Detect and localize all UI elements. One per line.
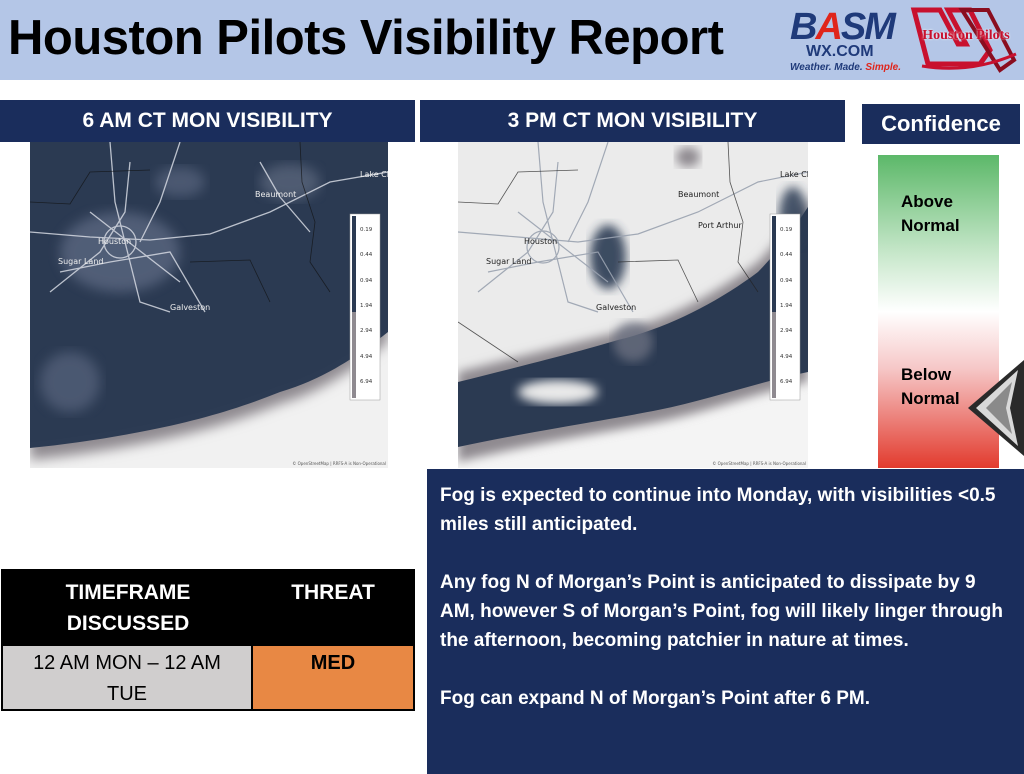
map-label-sugar-land: Sugar Land bbox=[58, 257, 103, 266]
confidence-title: Confidence bbox=[862, 104, 1020, 144]
visibility-map-6am: Lake Ch Beaumont Houston Sugar Land Galv… bbox=[30, 142, 388, 468]
header-banner: Houston Pilots Visibility Report BASM WX… bbox=[0, 0, 1024, 80]
map-label-houston: Houston bbox=[524, 237, 557, 246]
map-label-galveston: Galveston bbox=[596, 303, 636, 312]
basm-logo-domain: WX.COM bbox=[806, 43, 874, 60]
svg-text:0.94: 0.94 bbox=[780, 278, 793, 284]
visibility-legend: 0.19 0.44 0.94 1.94 2.94 4.94 6.94 bbox=[349, 213, 381, 401]
map-credit: © OpenStreetMap | RRFS-A is Non-Operatio… bbox=[292, 461, 386, 466]
threat-header: THREAT bbox=[291, 581, 375, 604]
visibility-map-6am-graphic: Lake Ch Beaumont Houston Sugar Land Galv… bbox=[30, 142, 388, 468]
basm-logo-tagline: Weather. Made. Simple. bbox=[790, 62, 901, 73]
svg-text:1.94: 1.94 bbox=[360, 303, 373, 309]
discussion-paragraph: Fog can expand N of Morgan’s Point after… bbox=[440, 688, 871, 709]
threat-level-cell: MED bbox=[253, 646, 413, 709]
svg-text:0.19: 0.19 bbox=[360, 227, 373, 233]
map-label-beaumont: Beaumont bbox=[678, 190, 719, 199]
svg-text:6.94: 6.94 bbox=[360, 379, 373, 385]
svg-text:4.94: 4.94 bbox=[360, 354, 373, 360]
visibility-map-3pm: Lake Ch Beaumont Port Arthur Houston Sug… bbox=[458, 142, 808, 468]
threat-table-header: TIMEFRAME DISCUSSED THREAT bbox=[3, 571, 413, 646]
timeframe-header: TIMEFRAME DISCUSSED bbox=[65, 581, 191, 635]
svg-text:0.44: 0.44 bbox=[780, 252, 793, 258]
svg-text:4.94: 4.94 bbox=[780, 354, 793, 360]
map-credit: © OpenStreetMap | RRFS-A is Non-Operatio… bbox=[712, 461, 806, 466]
visibility-map-3pm-graphic: Lake Ch Beaumont Port Arthur Houston Sug… bbox=[458, 142, 808, 468]
svg-text:6.94: 6.94 bbox=[780, 379, 793, 385]
threat-table: TIMEFRAME DISCUSSED THREAT 12 AM MON – 1… bbox=[1, 569, 415, 711]
discussion-box: Fog is expected to continue into Monday,… bbox=[427, 469, 1024, 774]
basm-logo-wordmark: BASM bbox=[790, 6, 896, 48]
map-label-beaumont: Beaumont bbox=[255, 190, 296, 199]
timeframe-cell: 12 AM MON – 12 AM TUE bbox=[3, 646, 253, 709]
map-label-lake-charles: Lake Ch bbox=[780, 170, 808, 179]
svg-text:2.94: 2.94 bbox=[780, 328, 793, 334]
discussion-paragraph: Fog is expected to continue into Monday,… bbox=[440, 485, 996, 535]
houston-pilots-logo: Houston Pilots bbox=[910, 4, 1022, 74]
map-label-galveston: Galveston bbox=[170, 303, 210, 312]
map-label-lake-charles: Lake Ch bbox=[360, 170, 388, 179]
svg-text:2.94: 2.94 bbox=[360, 328, 373, 334]
confidence-pointer-icon bbox=[962, 360, 1024, 456]
houston-pilots-emblem-icon bbox=[910, 7, 1017, 73]
svg-text:0.94: 0.94 bbox=[360, 278, 373, 284]
visibility-legend: 0.19 0.44 0.94 1.94 2.94 4.94 6.94 bbox=[769, 213, 801, 401]
map-label-port-arthur: Port Arthur bbox=[698, 221, 742, 230]
svg-text:1.94: 1.94 bbox=[780, 303, 793, 309]
discussion-paragraph: Any fog N of Morgan’s Point is anticipat… bbox=[440, 572, 1003, 651]
svg-text:0.19: 0.19 bbox=[780, 227, 793, 233]
map-label-sugar-land: Sugar Land bbox=[486, 257, 531, 266]
basm-logo: BASM WX.COM Weather. Made. Simple. bbox=[786, 6, 910, 74]
confidence-below-normal-label: Below Normal bbox=[901, 365, 960, 408]
right-panel-title: 3 PM CT MON VISIBILITY bbox=[420, 100, 845, 142]
svg-text:0.44: 0.44 bbox=[360, 252, 373, 258]
houston-pilots-logo-text: Houston Pilots bbox=[922, 28, 1010, 43]
confidence-above-normal-label: Above Normal bbox=[901, 192, 960, 235]
left-panel-title: 6 AM CT MON VISIBILITY bbox=[0, 100, 415, 142]
map-label-houston: Houston bbox=[98, 237, 131, 246]
page-title: Houston Pilots Visibility Report bbox=[8, 11, 724, 65]
